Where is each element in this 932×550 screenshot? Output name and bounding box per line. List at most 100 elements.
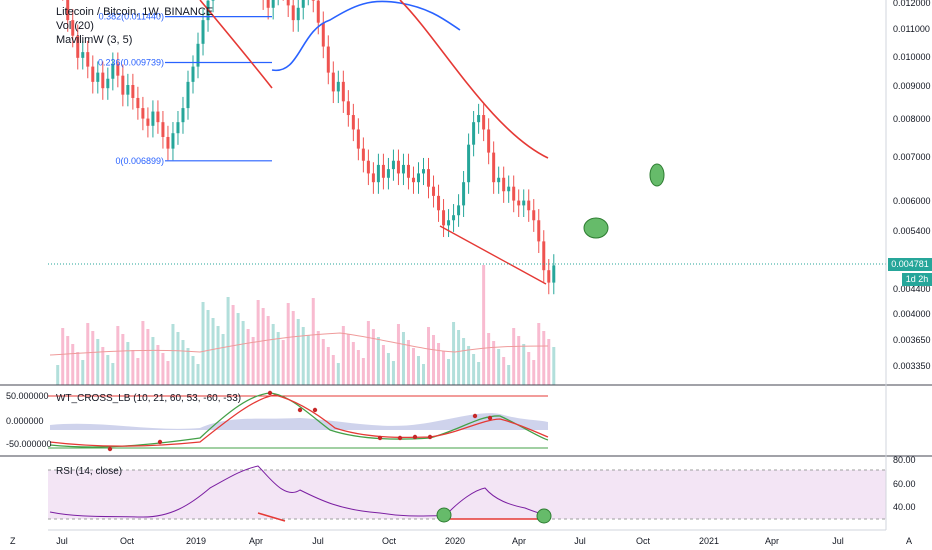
candle-body[interactable] — [321, 22, 325, 47]
candle-body[interactable] — [181, 108, 185, 123]
candle-body[interactable] — [477, 115, 481, 123]
candle-body[interactable] — [81, 52, 85, 58]
volume-legend[interactable]: Vol (20) — [56, 20, 94, 32]
candle-body[interactable] — [166, 136, 170, 149]
candle-body[interactable] — [91, 66, 95, 82]
candle-body[interactable] — [527, 200, 531, 211]
candle-body[interactable] — [326, 46, 330, 73]
candle-body[interactable] — [411, 177, 415, 183]
candle-body[interactable] — [121, 75, 125, 95]
candle-body[interactable] — [316, 0, 320, 23]
candle-body[interactable] — [427, 169, 431, 187]
candle-body[interactable] — [266, 0, 270, 8]
candle-body[interactable] — [457, 205, 461, 216]
candle-body[interactable] — [552, 265, 556, 283]
candle-body[interactable] — [386, 169, 390, 178]
candle-body[interactable] — [547, 270, 551, 283]
zoom-icon[interactable]: Z — [10, 536, 16, 546]
candle-body[interactable] — [512, 186, 516, 201]
candle-body[interactable] — [447, 220, 451, 226]
trendline[interactable] — [439, 225, 547, 285]
candle-body[interactable] — [171, 133, 175, 149]
candle-body[interactable] — [66, 0, 70, 21]
candle-body[interactable] — [201, 20, 205, 44]
candle-body[interactable] — [346, 101, 350, 116]
candle-body[interactable] — [126, 85, 130, 95]
candle-body[interactable] — [286, 0, 290, 6]
candle-body[interactable] — [96, 72, 100, 82]
candle-body[interactable] — [497, 177, 501, 183]
candle-body[interactable] — [442, 210, 446, 226]
candle-body[interactable] — [487, 129, 491, 153]
candle-body[interactable] — [301, 0, 305, 8]
candle-body[interactable] — [116, 63, 120, 76]
candle-body[interactable] — [467, 144, 471, 183]
candle-body[interactable] — [211, 0, 215, 1]
candle-body[interactable] — [517, 200, 521, 206]
auto-scale-icon[interactable]: A — [906, 536, 912, 546]
candle-body[interactable] — [141, 108, 145, 119]
candle-body[interactable] — [151, 111, 155, 126]
candle-body[interactable] — [86, 52, 90, 67]
candle-body[interactable] — [296, 7, 300, 21]
candle-body[interactable] — [311, 0, 315, 1]
candle-body[interactable] — [76, 35, 80, 58]
candle-body[interactable] — [502, 177, 506, 192]
rsi-pane[interactable]: RSI (14, close) 80.00 60.00 40.00 — [48, 455, 916, 524]
candle-body[interactable] — [462, 182, 466, 206]
rsi-divergence-line[interactable] — [257, 512, 286, 522]
wt-cross-pane[interactable]: WT_CROSS_LB (10, 21, 60, 53, -60, -53) 50… — [6, 386, 886, 455]
candle-body[interactable] — [336, 81, 340, 92]
candle-body[interactable] — [401, 164, 405, 174]
candle-body[interactable] — [376, 164, 380, 183]
candle-body[interactable] — [507, 186, 511, 192]
candle-body[interactable] — [391, 160, 395, 170]
price-pane[interactable]: 0.382(0.011440) 0.236(0.009739) 0(0.006899… — [48, 0, 886, 385]
rsi-highlight-circle[interactable] — [436, 507, 452, 523]
target-ellipse[interactable] — [583, 217, 609, 239]
candle-body[interactable] — [111, 63, 115, 79]
candle-body[interactable] — [396, 160, 400, 174]
candle-body[interactable] — [371, 173, 375, 183]
candle-body[interactable] — [351, 115, 355, 130]
candle-body[interactable] — [176, 122, 180, 134]
ma-legend[interactable]: MavilimW (3, 5) — [56, 34, 133, 46]
candle-body[interactable] — [106, 78, 110, 89]
candle-body[interactable] — [356, 129, 360, 149]
candle-body[interactable] — [146, 118, 150, 126]
candle-body[interactable] — [472, 122, 476, 145]
candle-body[interactable] — [452, 215, 456, 221]
candle-body[interactable] — [532, 210, 536, 221]
candle-body[interactable] — [271, 0, 275, 8]
candle-body[interactable] — [381, 164, 385, 178]
candle-body[interactable] — [191, 66, 195, 82]
candle-body[interactable] — [522, 200, 526, 206]
candle-body[interactable] — [432, 186, 436, 196]
candle-body[interactable] — [416, 173, 420, 183]
candle-body[interactable] — [542, 241, 546, 271]
candle-body[interactable] — [71, 20, 75, 36]
volume-bar — [447, 359, 451, 385]
rsi-highlight-circle[interactable] — [536, 508, 552, 524]
candle-body[interactable] — [366, 160, 370, 174]
candle-body[interactable] — [136, 97, 140, 109]
symbol-legend[interactable]: Litecoin / Bitcoin, 1W, BINANCE — [56, 6, 214, 18]
candle-body[interactable] — [331, 72, 335, 92]
candle-body[interactable] — [437, 195, 441, 211]
candle-body[interactable] — [186, 81, 190, 109]
candle-body[interactable] — [406, 164, 410, 178]
candle-body[interactable] — [131, 85, 135, 98]
candle-body[interactable] — [422, 169, 426, 174]
target-ellipse[interactable] — [649, 163, 665, 187]
candle-body[interactable] — [101, 72, 105, 89]
candle-body[interactable] — [291, 5, 295, 21]
candle-body[interactable] — [161, 122, 165, 137]
candle-body[interactable] — [361, 148, 365, 161]
candle-body[interactable] — [196, 43, 200, 67]
candle-body[interactable] — [492, 152, 496, 183]
candle-body[interactable] — [341, 81, 345, 102]
candle-body[interactable] — [156, 111, 160, 123]
candle-body[interactable] — [537, 220, 541, 242]
candle-body[interactable] — [482, 115, 486, 130]
